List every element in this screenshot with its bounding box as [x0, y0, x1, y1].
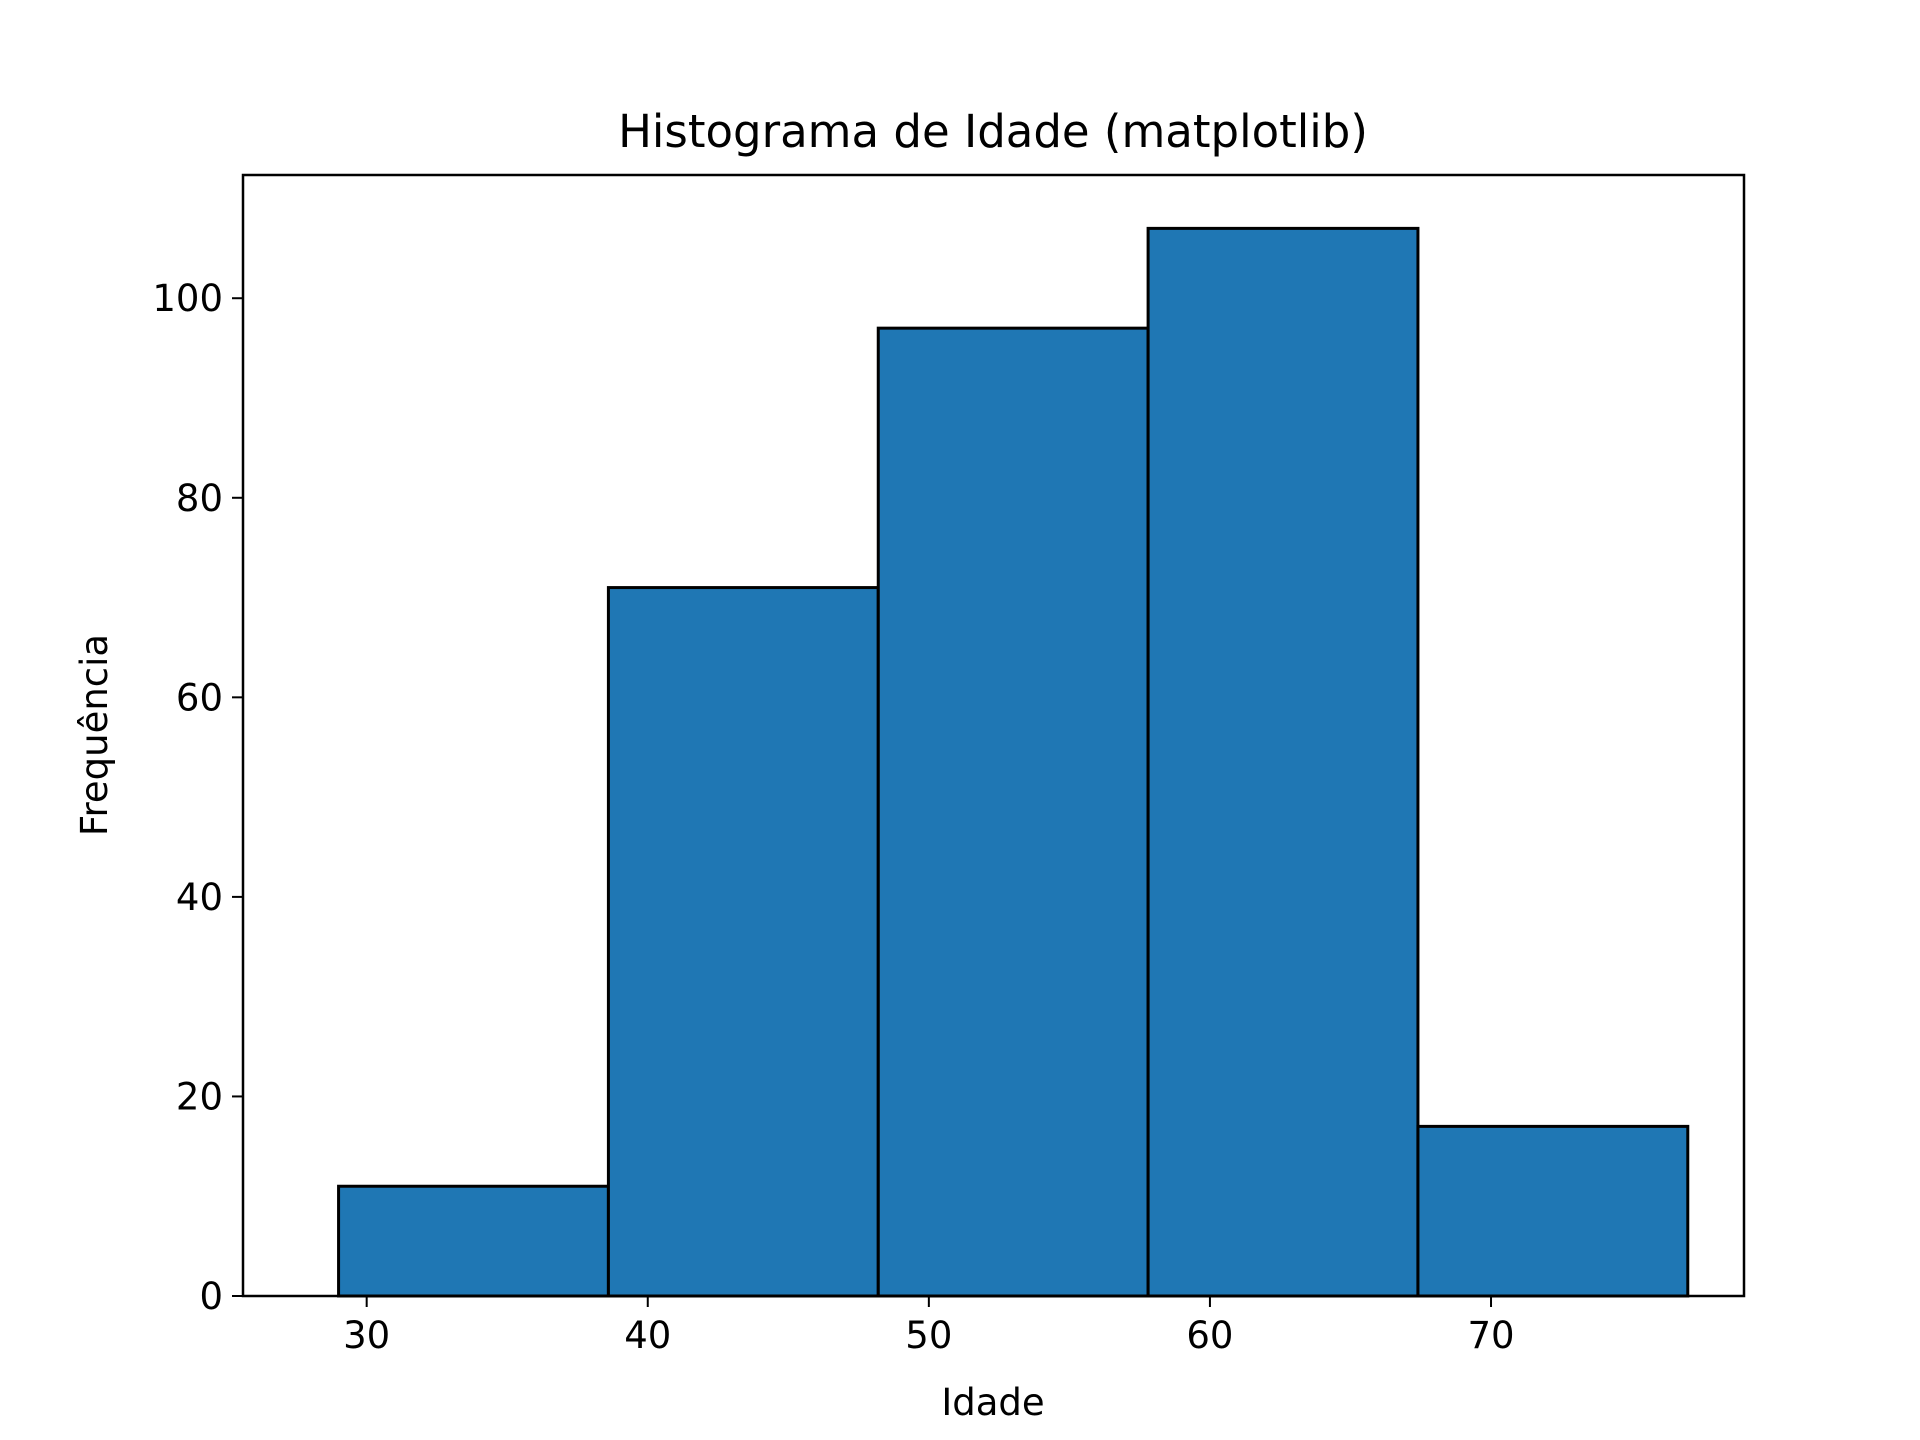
y-tick-label-5: 80 — [176, 477, 223, 520]
x-tick-label-5: 70 — [1467, 1314, 1514, 1357]
chart-title: Histograma de Idade (matplotlib) — [618, 105, 1368, 158]
y-axis-label: Frequência — [73, 634, 116, 836]
y-axis-ticks: 0 20 40 60 80 100 — [152, 277, 243, 1318]
y-tick-label-1: 0 — [199, 1275, 223, 1318]
plot-frame — [241, 173, 1746, 1298]
x-tick-label-4: 60 — [1186, 1314, 1233, 1357]
histogram-bar-4 — [1146, 226, 1420, 1298]
y-tick-label-4: 60 — [176, 676, 223, 719]
x-axis-ticks: 30 40 50 60 70 — [343, 1296, 1515, 1357]
x-tick-label-3: 50 — [905, 1314, 952, 1357]
y-tick-label-3: 40 — [176, 876, 223, 919]
histogram-bar-5 — [1416, 1124, 1690, 1298]
x-axis-label: Idade — [941, 1381, 1044, 1424]
bar-group — [337, 226, 1690, 1298]
y-tick-label-6: 100 — [152, 277, 223, 320]
histogram-bar-2 — [606, 586, 880, 1298]
histogram-bar-1 — [337, 1184, 610, 1298]
x-tick-label-1: 30 — [343, 1314, 390, 1357]
histogram-bar-3 — [876, 326, 1150, 1298]
y-tick-label-2: 20 — [176, 1075, 223, 1118]
x-tick-label-2: 40 — [624, 1314, 671, 1357]
